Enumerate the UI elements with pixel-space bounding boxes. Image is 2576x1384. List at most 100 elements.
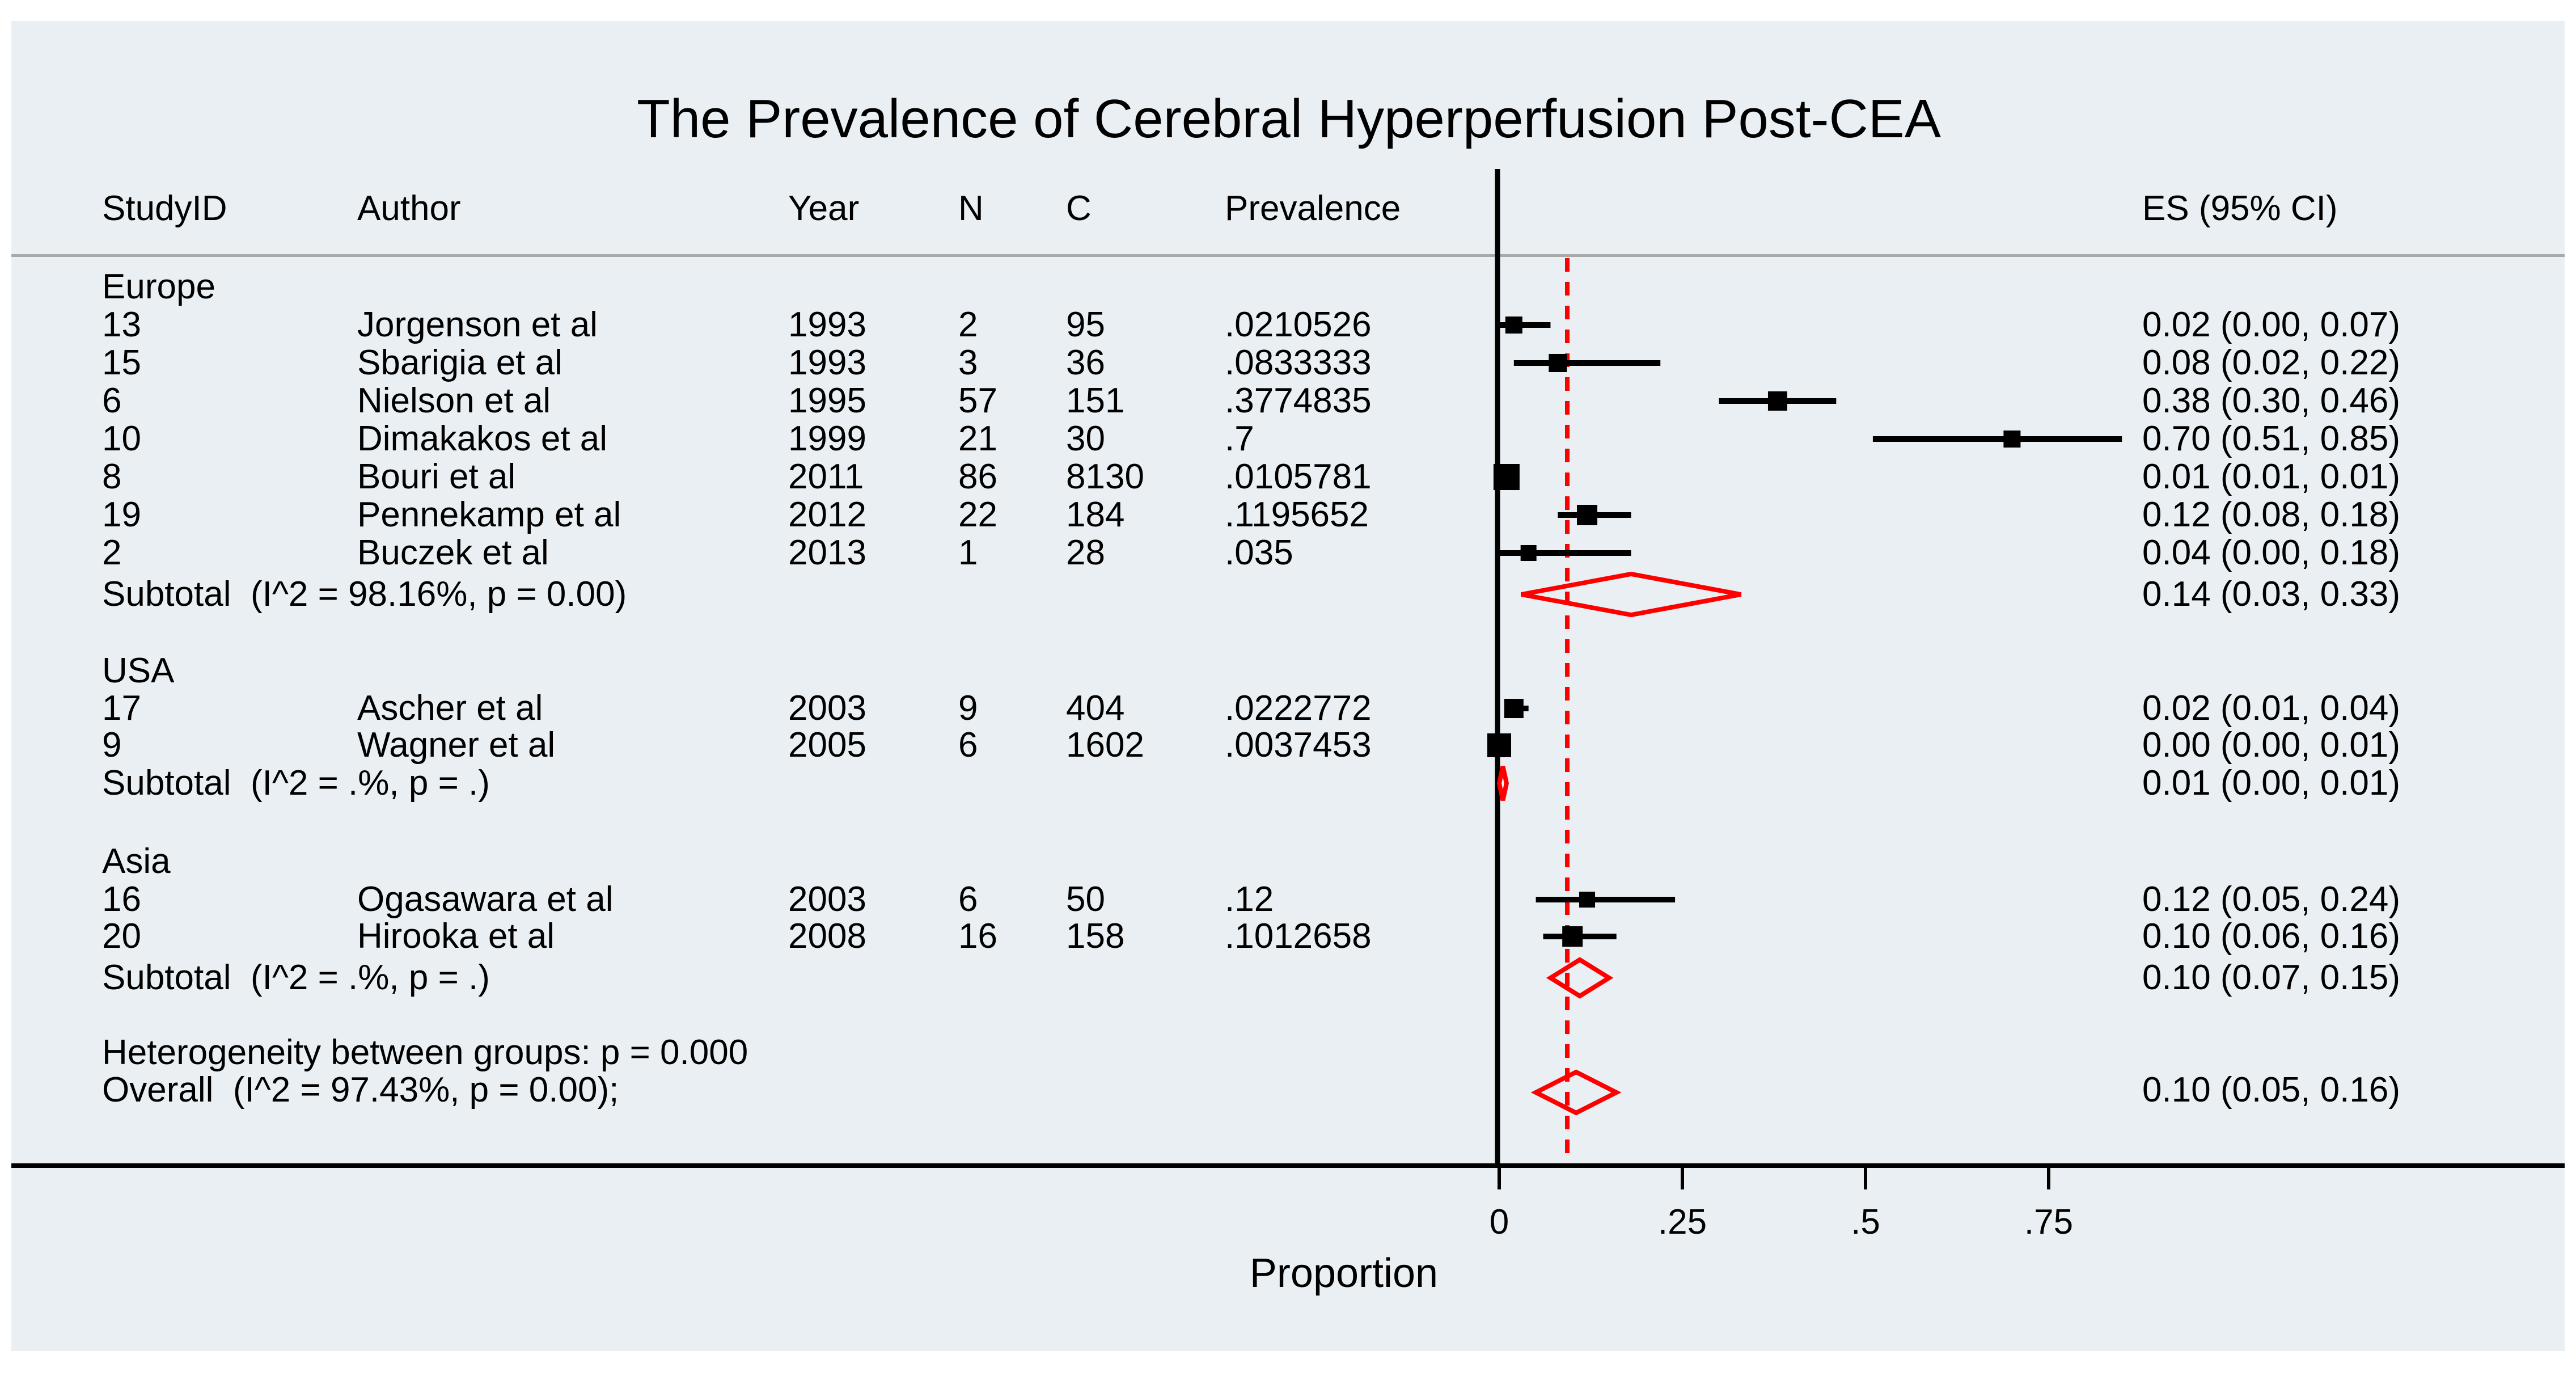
overall-label: Overall (I^2 = 97.43%, p = 0.00); (102, 1070, 619, 1109)
group-label: Asia (102, 842, 171, 881)
study-n-cell: 21 (958, 419, 997, 458)
study-c-cell: 8130 (1066, 457, 1144, 496)
column-header-es-ci: ES (95% CI) (2142, 189, 2338, 228)
study-es-ci-cell: 0.38 (0.30, 0.46) (2142, 381, 2400, 420)
study-n-cell: 6 (958, 725, 978, 765)
study-es-ci-cell: 0.70 (0.51, 0.85) (2142, 419, 2400, 458)
study-id-cell: 6 (102, 381, 122, 420)
effect-size-marker (1562, 926, 1583, 947)
study-id-cell: 20 (102, 917, 141, 956)
effect-size-marker (1493, 464, 1520, 490)
effect-size-marker (1504, 699, 1524, 718)
column-header-c: C (1066, 189, 1092, 228)
subtotal-es-ci-cell: 0.10 (0.07, 0.15) (2142, 958, 2400, 997)
subtotal-es-ci-cell: 0.14 (0.03, 0.33) (2142, 575, 2400, 614)
column-header-year: Year (788, 189, 860, 228)
study-prevalence-cell: .0833333 (1225, 343, 1372, 382)
study-n-cell: 22 (958, 495, 997, 534)
study-prevalence-cell: .3774835 (1225, 381, 1372, 420)
study-id-cell: 17 (102, 689, 141, 728)
study-prevalence-cell: .7 (1225, 419, 1254, 458)
study-n-cell: 9 (958, 689, 978, 728)
subtotal-label: Subtotal (I^2 = .%, p = .) (102, 763, 490, 803)
column-header-author: Author (357, 189, 461, 228)
study-c-cell: 151 (1066, 381, 1125, 420)
study-c-cell: 184 (1066, 495, 1125, 534)
study-n-cell: 2 (958, 305, 978, 344)
subtotal-diamond (1496, 766, 1509, 801)
study-prevalence-cell: .0105781 (1225, 457, 1372, 496)
subtotal-label: Subtotal (I^2 = .%, p = .) (102, 958, 490, 997)
study-author-cell: Wagner et al (357, 725, 556, 765)
study-year-cell: 1995 (788, 381, 866, 420)
study-prevalence-cell: .0210526 (1225, 305, 1372, 344)
study-prevalence-cell: .0037453 (1225, 725, 1372, 765)
study-es-ci-cell: 0.01 (0.01, 0.01) (2142, 457, 2400, 496)
study-author-cell: Nielson et al (357, 381, 551, 420)
study-id-cell: 19 (102, 495, 141, 534)
study-id-cell: 10 (102, 419, 141, 458)
group-label: USA (102, 651, 175, 690)
study-c-cell: 95 (1066, 305, 1105, 344)
subtotal-label: Subtotal (I^2 = 98.16%, p = 0.00) (102, 575, 627, 614)
study-year-cell: 1993 (788, 305, 866, 344)
study-id-cell: 9 (102, 725, 122, 765)
subtotal-es-ci-cell: 0.01 (0.00, 0.01) (2142, 763, 2400, 803)
study-id-cell: 8 (102, 457, 122, 496)
study-c-cell: 158 (1066, 917, 1125, 956)
study-es-ci-cell: 0.04 (0.00, 0.18) (2142, 533, 2400, 572)
column-header-studyid: StudyID (102, 189, 227, 228)
study-prevalence-cell: .1195652 (1225, 495, 1369, 534)
column-header-n: N (958, 189, 984, 228)
effect-size-marker (1505, 317, 1522, 334)
heterogeneity-note: Heterogeneity between groups: p = 0.000 (102, 1033, 748, 1072)
study-prevalence-cell: .035 (1225, 533, 1293, 572)
study-n-cell: 6 (958, 880, 978, 919)
study-id-cell: 13 (102, 305, 141, 344)
study-es-ci-cell: 0.12 (0.05, 0.24) (2142, 880, 2400, 919)
study-prevalence-cell: .1012658 (1225, 917, 1372, 956)
study-es-ci-cell: 0.08 (0.02, 0.22) (2142, 343, 2400, 382)
study-year-cell: 1993 (788, 343, 866, 382)
study-c-cell: 36 (1066, 343, 1105, 382)
group-label: Europe (102, 267, 215, 306)
subtotal-diamond (1546, 957, 1614, 999)
study-c-cell: 404 (1066, 689, 1125, 728)
effect-size-marker (2003, 431, 2021, 448)
effect-size-marker (1549, 354, 1567, 372)
overall-es-value: 0.10 (0.05, 0.16) (2142, 1070, 2400, 1109)
x-axis-label: Proportion (1249, 1251, 1439, 1296)
x-axis-tick-label: .25 (1657, 1202, 1707, 1242)
study-author-cell: Hirooka et al (357, 917, 555, 956)
study-es-ci-cell: 0.10 (0.06, 0.16) (2142, 917, 2400, 956)
effect-size-marker (1579, 892, 1596, 908)
study-id-cell: 15 (102, 343, 141, 382)
effect-size-marker (1487, 733, 1511, 757)
study-author-cell: Jorgenson et al (357, 305, 598, 344)
chart-title: The Prevalence of Cerebral Hyperperfusio… (637, 88, 1941, 149)
column-header-prevalence: Prevalence (1225, 189, 1401, 228)
study-year-cell: 2012 (788, 495, 866, 534)
study-author-cell: Sbarigia et al (357, 343, 562, 382)
study-year-cell: 2011 (788, 457, 864, 496)
study-author-cell: Dimakakos et al (357, 419, 608, 458)
header-divider-rule (11, 254, 2565, 257)
study-n-cell: 3 (958, 343, 978, 382)
x-axis-tick-label: .75 (2024, 1202, 2074, 1242)
study-n-cell: 16 (958, 917, 997, 956)
study-es-ci-cell: 0.02 (0.01, 0.04) (2142, 689, 2400, 728)
overall-diamond (1530, 1069, 1622, 1116)
study-author-cell: Pennekamp et al (357, 495, 621, 534)
study-es-ci-cell: 0.00 (0.00, 0.01) (2142, 725, 2400, 765)
study-es-ci-cell: 0.02 (0.00, 0.07) (2142, 305, 2400, 344)
study-author-cell: Ogasawara et al (357, 880, 614, 919)
study-id-cell: 16 (102, 880, 141, 919)
subtotal-diamond (1521, 571, 1742, 618)
study-n-cell: 1 (958, 533, 978, 572)
study-author-cell: Ascher et al (357, 689, 543, 728)
study-c-cell: 50 (1066, 880, 1105, 919)
study-c-cell: 30 (1066, 419, 1105, 458)
study-n-cell: 86 (958, 457, 997, 496)
